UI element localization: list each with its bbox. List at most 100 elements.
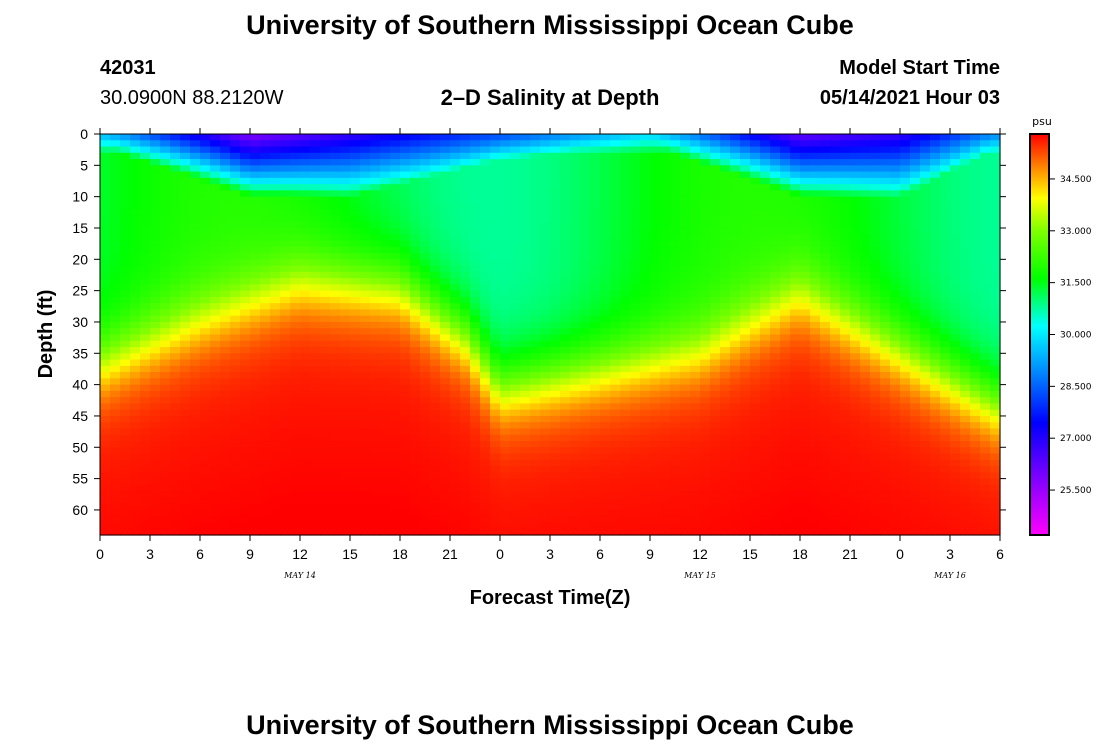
heatmap-cell: [240, 184, 251, 191]
heatmap-cell: [400, 528, 411, 536]
heatmap-cell: [240, 359, 251, 367]
heatmap-cell: [220, 497, 231, 505]
heatmap-cell: [410, 234, 421, 242]
heatmap-cell: [850, 165, 861, 173]
heatmap-cell: [550, 522, 561, 530]
heatmap-cell: [160, 390, 171, 398]
heatmap-cell: [390, 196, 401, 204]
heatmap-cell: [370, 240, 381, 248]
heatmap-cell: [270, 372, 281, 379]
heatmap-cell: [320, 478, 331, 486]
heatmap-cell: [280, 315, 291, 323]
heatmap-cell: [220, 340, 231, 348]
heatmap-cell: [740, 390, 751, 398]
heatmap-cell: [310, 278, 321, 285]
heatmap-cell: [370, 196, 381, 204]
heatmap-cell: [170, 227, 181, 235]
heatmap-cell: [660, 384, 671, 392]
heatmap-cell: [530, 415, 541, 423]
heatmap-cell: [400, 372, 411, 379]
heatmap-cell: [140, 466, 151, 473]
heatmap-cell: [240, 171, 251, 179]
heatmap-cell: [640, 190, 651, 198]
heatmap-cell: [160, 171, 171, 179]
heatmap-cell: [770, 509, 781, 517]
heatmap-cell: [670, 152, 681, 160]
heatmap-cell: [760, 372, 771, 379]
heatmap-cell: [490, 497, 501, 505]
heatmap-cell: [430, 509, 441, 517]
heatmap-cell: [690, 259, 701, 267]
heatmap-cell: [610, 234, 621, 242]
heatmap-cell: [660, 434, 671, 442]
heatmap-cell: [750, 184, 761, 191]
heatmap-cell: [470, 190, 481, 198]
heatmap-cell: [170, 177, 181, 185]
heatmap-cell: [600, 165, 611, 173]
heatmap-cell: [770, 296, 781, 304]
heatmap-cell: [350, 146, 361, 154]
heatmap-cell: [420, 441, 431, 448]
heatmap-cell: [190, 177, 201, 185]
heatmap-cell: [250, 447, 261, 455]
heatmap-cell: [400, 202, 411, 210]
heatmap-cell: [740, 466, 751, 473]
heatmap-cell: [440, 347, 451, 354]
heatmap-cell: [590, 253, 601, 260]
heatmap-cell: [510, 378, 521, 386]
heatmap-cell: [460, 221, 471, 229]
heatmap-cell: [640, 497, 651, 505]
heatmap-cell: [370, 253, 381, 260]
heatmap-cell: [480, 503, 491, 511]
heatmap-cell: [580, 146, 591, 154]
heatmap-cell: [430, 403, 441, 411]
heatmap-cell: [380, 472, 391, 480]
heatmap-cell: [200, 227, 211, 235]
heatmap-cell: [360, 528, 371, 536]
heatmap-cell: [840, 140, 851, 148]
heatmap-cell: [860, 165, 871, 173]
heatmap-cell: [380, 428, 391, 436]
heatmap-cell: [360, 303, 371, 311]
heatmap-cell: [110, 234, 121, 242]
heatmap-cell: [660, 503, 671, 511]
heatmap-cell: [280, 528, 291, 536]
heatmap-cell: [770, 390, 781, 398]
heatmap-cell: [700, 409, 711, 417]
heatmap-cell: [260, 390, 271, 398]
heatmap-cell: [870, 284, 881, 292]
heatmap-cell: [470, 384, 481, 392]
heatmap-cell: [490, 328, 501, 336]
heatmap-cell: [350, 321, 361, 329]
heatmap-cell: [550, 516, 561, 524]
heatmap-cell: [520, 177, 531, 185]
heatmap-cell: [250, 290, 261, 298]
heatmap-cell: [690, 196, 701, 204]
heatmap-cell: [810, 390, 821, 398]
heatmap-cell: [480, 171, 491, 179]
heatmap-cell: [860, 209, 871, 217]
heatmap-cell: [170, 441, 181, 448]
heatmap-cell: [760, 177, 771, 185]
heatmap-cell: [840, 409, 851, 417]
heatmap-cell: [830, 466, 841, 473]
heatmap-cell: [200, 441, 211, 448]
heatmap-cell: [330, 491, 341, 499]
heatmap-cell: [790, 472, 801, 480]
heatmap-cell: [410, 403, 421, 411]
heatmap-cell: [700, 390, 711, 398]
heatmap-cell: [190, 190, 201, 198]
heatmap-cell: [290, 459, 301, 467]
heatmap-cell: [700, 259, 711, 267]
heatmap-cell: [310, 171, 321, 179]
heatmap-cell: [400, 428, 411, 436]
heatmap-cell: [680, 240, 691, 248]
heatmap-cell: [190, 321, 201, 329]
heatmap-cell: [430, 184, 441, 191]
heatmap-cell: [540, 528, 551, 536]
heatmap-cell: [570, 227, 581, 235]
heatmap-cell: [320, 184, 331, 191]
heatmap-cell: [140, 284, 151, 292]
heatmap-cell: [650, 177, 661, 185]
heatmap-cell: [700, 234, 711, 242]
